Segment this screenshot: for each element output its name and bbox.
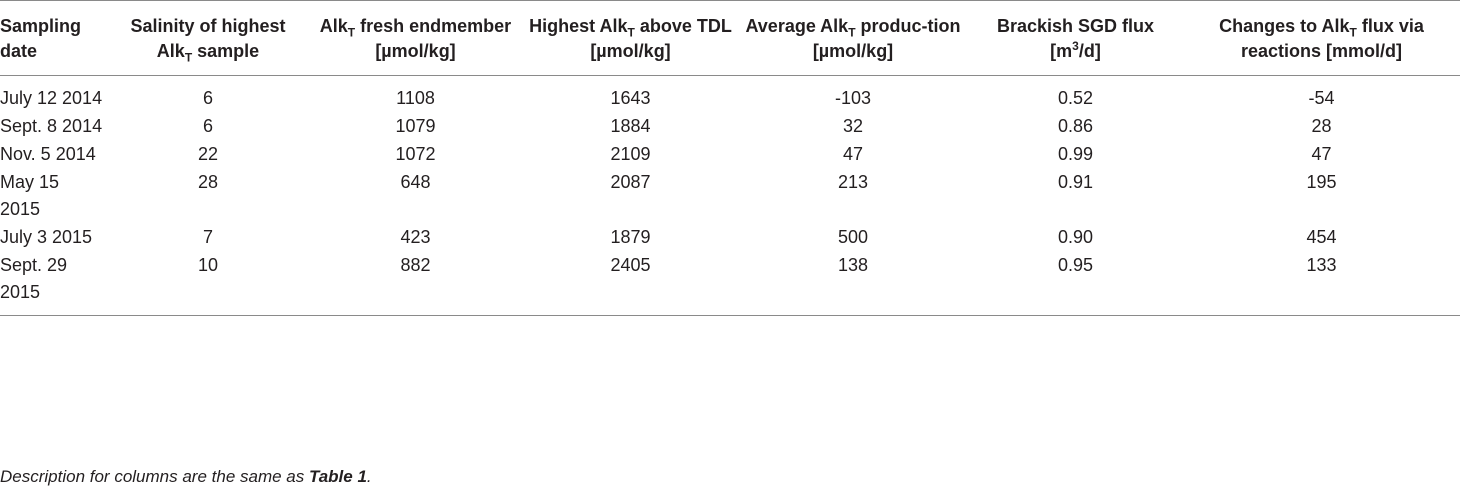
- header-highest-alk: Highest AlkT above TDL [µmol/kg]: [529, 16, 732, 61]
- cell-salinity: 6: [202, 88, 213, 108]
- cell-salinity: 22: [197, 144, 219, 164]
- cell-sgd-flux: 0.95: [1057, 255, 1094, 275]
- cell-sampling-date: Nov. 5 2014: [0, 144, 96, 164]
- cell-flux-changes: 133: [1306, 255, 1337, 275]
- cell-sgd-flux: 0.52: [1057, 88, 1094, 108]
- alkalinity-table: Sampling date Salinity of highest AlkT sa…: [0, 0, 1460, 316]
- header-salinity: Salinity of highest AlkT sample: [130, 16, 286, 65]
- cell-highest-alk: 1884: [610, 116, 651, 136]
- cell-sgd-flux: 0.86: [1057, 116, 1094, 136]
- cell-average-production: 138: [837, 255, 869, 275]
- header-sampling-date: Sampling date: [0, 16, 82, 61]
- cell-sgd-flux: 0.99: [1057, 144, 1094, 164]
- cell-flux-changes: 28: [1311, 116, 1332, 136]
- cell-flux-changes: -54: [1308, 88, 1335, 108]
- table-row: May 15 2015 28 648 2087 213 0.91 195: [0, 169, 1460, 224]
- cell-salinity: 7: [202, 227, 213, 247]
- cell-average-production: 500: [837, 227, 869, 247]
- cell-fresh-endmember: 1072: [395, 144, 436, 164]
- cell-salinity: 28: [197, 172, 219, 192]
- footnote-table-ref: Table 1: [308, 467, 367, 486]
- table-header: Sampling date Salinity of highest AlkT sa…: [0, 0, 1460, 76]
- table-row: Sept. 29 2015 10 882 2405 138 0.95 133: [0, 252, 1460, 316]
- cell-sampling-date: Sept. 29 2015: [0, 255, 68, 302]
- header-row: Sampling date Salinity of highest AlkT sa…: [0, 0, 1460, 76]
- table-row: July 3 2015 7 423 1879 500 0.90 454: [0, 224, 1460, 252]
- cell-salinity: 10: [197, 255, 219, 275]
- cell-average-production: 47: [842, 144, 864, 164]
- cell-sgd-flux: 0.91: [1057, 172, 1094, 192]
- cell-sgd-flux: 0.90: [1057, 227, 1094, 247]
- table-row: Sept. 8 2014 6 1079 1884 32 0.86 28: [0, 113, 1460, 141]
- cell-fresh-endmember: 1079: [395, 116, 436, 136]
- cell-average-production: -103: [834, 88, 872, 108]
- cell-sampling-date: May 15 2015: [0, 172, 60, 219]
- cell-average-production: 213: [837, 172, 869, 192]
- footnote-end: .: [366, 467, 372, 486]
- cell-highest-alk: 2109: [610, 144, 651, 164]
- footnote-text: Description for columns are the same as: [0, 467, 309, 486]
- cell-highest-alk: 1643: [610, 88, 651, 108]
- cell-flux-changes: 195: [1306, 172, 1337, 192]
- cell-flux-changes: 454: [1306, 227, 1337, 247]
- table-row: Nov. 5 2014 22 1072 2109 47 0.99 47: [0, 141, 1460, 169]
- header-fresh-endmember: AlkT fresh endmember [µmol/kg]: [319, 16, 512, 61]
- cell-fresh-endmember: 648: [400, 172, 431, 192]
- cell-sampling-date: July 12 2014: [0, 88, 103, 108]
- data-table-container: Sampling date Salinity of highest AlkT sa…: [0, 0, 1460, 316]
- cell-average-production: 32: [842, 116, 864, 136]
- cell-sampling-date: July 3 2015: [0, 227, 93, 247]
- header-flux-changes: Changes to AlkT flux via reactions [mmol…: [1219, 16, 1424, 61]
- cell-sampling-date: Sept. 8 2014: [0, 116, 103, 136]
- cell-salinity: 6: [202, 116, 213, 136]
- header-average-production: Average AlkT produc-tion [µmol/kg]: [745, 16, 961, 61]
- cell-flux-changes: 47: [1311, 144, 1332, 164]
- table-body: July 12 2014 6 1108 1643 -103 0.52 -54 Sept. 8 …: [0, 76, 1460, 316]
- cell-fresh-endmember: 423: [400, 227, 431, 247]
- table-row: July 12 2014 6 1108 1643 -103 0.52 -54: [0, 76, 1460, 114]
- cell-highest-alk: 2405: [610, 255, 651, 275]
- header-sgd-flux: Brackish SGD flux [m3/d]: [996, 16, 1155, 61]
- cell-fresh-endmember: 1108: [396, 88, 435, 108]
- table-footnote: Description for columns are the same as …: [0, 467, 372, 487]
- cell-highest-alk: 2087: [610, 172, 651, 192]
- cell-highest-alk: 1879: [610, 227, 651, 247]
- cell-fresh-endmember: 882: [400, 255, 431, 275]
